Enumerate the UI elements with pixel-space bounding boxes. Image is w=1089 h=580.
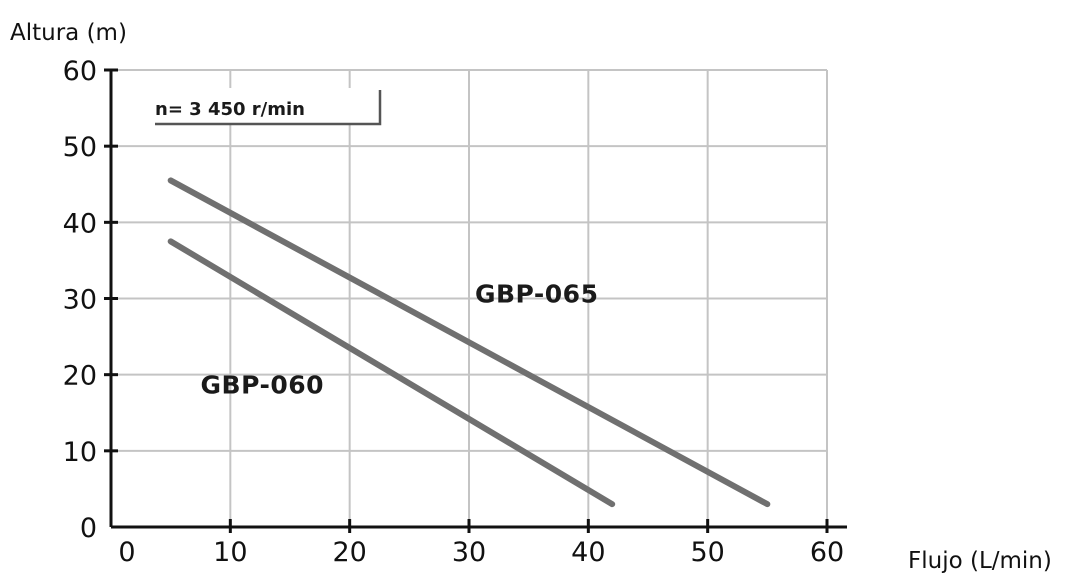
x-tick-label-40: 40 <box>571 537 605 568</box>
x-tick-label-60: 60 <box>810 537 844 568</box>
x-tick-label-50: 50 <box>690 537 724 568</box>
series-line-gbp-065 <box>167 177 771 508</box>
annotation-frame <box>155 90 382 126</box>
y-tick-label-10: 10 <box>63 437 97 468</box>
series-line-gbp-060 <box>167 238 616 508</box>
y-tick-label-50: 50 <box>63 132 97 163</box>
y-axis-title: Altura (m) <box>10 20 127 46</box>
x-axis-title: Flujo (L/min) <box>908 548 1052 574</box>
tick-labels: 0 10 20 30 40 50 60 0 10 20 30 40 50 60 <box>63 56 845 568</box>
x-tick-label-10: 10 <box>213 537 247 568</box>
series-label-gbp-065: GBP-065 <box>475 279 599 308</box>
x-tick-label-20: 20 <box>332 537 366 568</box>
y-tick-label-30: 30 <box>63 285 97 316</box>
y-tick-label-0: 0 <box>80 513 97 544</box>
series-labels: GBP-065 GBP-060 <box>201 279 599 400</box>
y-tick-label-60: 60 <box>63 56 97 87</box>
y-tick-label-40: 40 <box>63 208 97 239</box>
x-tick-label-0: 0 <box>118 537 135 568</box>
x-tick-label-30: 30 <box>452 537 486 568</box>
axes <box>104 68 847 533</box>
y-tick-label-20: 20 <box>63 361 97 392</box>
speed-annotation: n= 3 450 r/min <box>146 88 382 126</box>
grid-lines <box>111 69 828 527</box>
annotation-label: n= 3 450 r/min <box>155 99 305 120</box>
series-label-gbp-060: GBP-060 <box>201 371 325 400</box>
series-lines <box>167 177 771 508</box>
